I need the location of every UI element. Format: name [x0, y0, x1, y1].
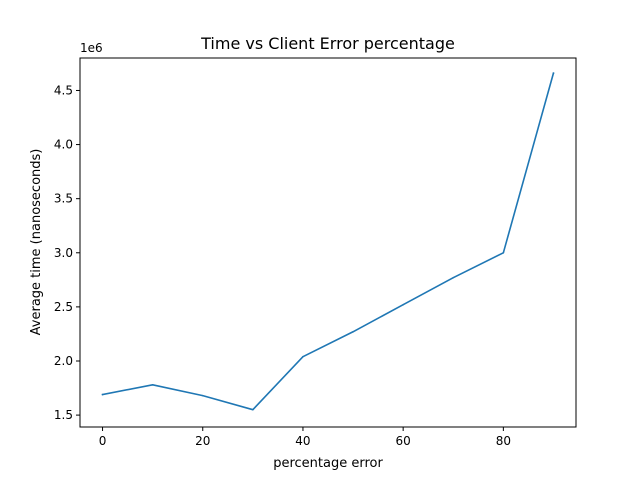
x-tick-label: 80 — [496, 434, 511, 448]
x-tick-label: 0 — [99, 434, 107, 448]
x-tick-label: 60 — [396, 434, 411, 448]
y-tick-label: 3.5 — [54, 192, 73, 206]
data-point — [252, 408, 254, 411]
series-line — [101, 72, 555, 411]
chart-title: Time vs Client Error percentage — [200, 34, 455, 53]
x-axis-label: percentage error — [273, 456, 383, 471]
data-point — [201, 394, 204, 397]
y-tick-label: 4.0 — [54, 138, 73, 152]
series-layer — [101, 72, 555, 411]
data-point — [101, 393, 104, 396]
y-tick-label: 1.5 — [54, 408, 73, 422]
data-point — [552, 72, 555, 74]
y-offset-label: 1e6 — [80, 41, 103, 55]
ticks-layer: 0 20 40 60 80 1.5 2.0 2.5 3.0 3.5 4.0 4.5 — [54, 83, 511, 448]
y-tick-label: 2.5 — [54, 300, 73, 314]
x-tick-label: 20 — [195, 434, 210, 448]
data-point — [502, 251, 505, 254]
data-point — [302, 355, 304, 358]
y-tick-label: 2.0 — [54, 354, 73, 368]
data-point — [402, 303, 404, 306]
data-point — [452, 276, 455, 279]
x-tick-label: 40 — [295, 434, 310, 448]
y-axis-label: Average time (nanoseconds) — [29, 149, 44, 336]
y-tick-label: 4.5 — [54, 83, 73, 97]
y-tick-label: 3.0 — [54, 246, 73, 260]
data-point — [352, 330, 354, 333]
plot-frame — [79, 57, 577, 428]
data-point — [151, 383, 154, 386]
